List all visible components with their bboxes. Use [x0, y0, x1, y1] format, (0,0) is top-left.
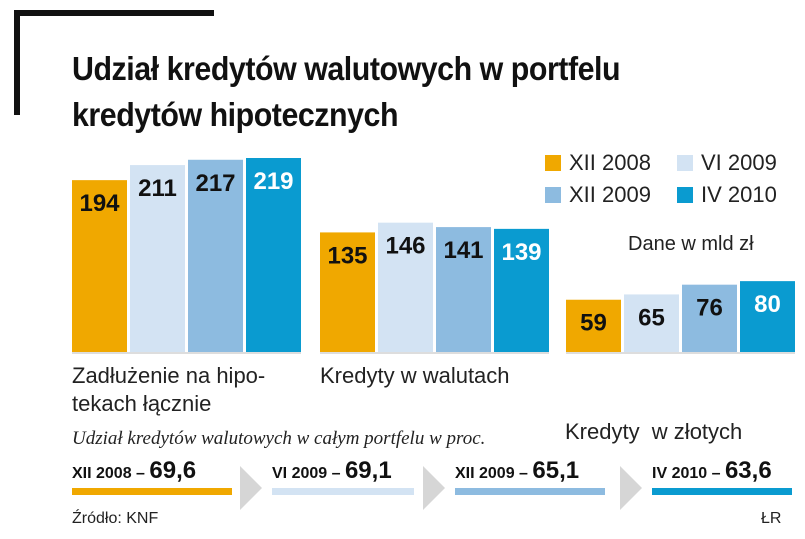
- bar-xii-2009: [188, 159, 243, 352]
- arrow-right-icon: [620, 466, 642, 510]
- bar-iv-2010: [246, 158, 301, 352]
- bar-iv-2010: [740, 281, 795, 352]
- share-text: XII 2008 – 69,6: [72, 457, 196, 485]
- category-label-line: Kredyty w walutach: [320, 363, 510, 388]
- legend-item-xii-2008: XII 2008: [545, 150, 651, 176]
- bar-vi-2009: [378, 222, 433, 352]
- corner-bracket-horizontal: [14, 10, 214, 16]
- share-value: 69,1: [344, 457, 392, 484]
- bar-value-label: 80: [754, 291, 781, 318]
- bar-value-label: 59: [580, 310, 607, 337]
- arrow-right-icon: [423, 466, 445, 510]
- share-bar: [652, 488, 792, 495]
- author-initials: ŁR: [761, 510, 782, 527]
- title-line-1: Udział kredytów walutowych w portfelu: [72, 50, 621, 87]
- bar-value-label: 139: [501, 239, 541, 266]
- category-label-foreign: Kredyty w walutach: [320, 362, 560, 390]
- share-bar: [455, 488, 605, 495]
- category-label-total: Zadłużenie na hipo- tekach łącznie: [72, 362, 312, 418]
- legend-swatch: [677, 187, 693, 203]
- bar-value-label: 211: [138, 175, 177, 202]
- share-label: XII 2009 –: [455, 465, 528, 482]
- legend-item-xii-2009: XII 2009: [545, 182, 651, 208]
- bar-vi-2009: [624, 294, 679, 352]
- bar-value-label: 141: [443, 237, 483, 264]
- share-text: VI 2009 – 69,1: [272, 457, 392, 485]
- arrow-right-icon: [240, 466, 262, 510]
- bar-value-label: 65: [638, 304, 665, 331]
- bar-xii-2008: [320, 232, 375, 352]
- share-value: 69,6: [149, 457, 197, 484]
- bar-xii-2009: [436, 227, 491, 352]
- legend-item-vi-2009: VI 2009: [677, 150, 777, 176]
- source-note: Źródło: KNF: [72, 510, 159, 527]
- legend-label: IV 2010: [701, 182, 777, 207]
- share-value: 63,6: [724, 457, 772, 484]
- share-item-iv-2010: IV 2010 – 63,6: [652, 455, 792, 495]
- share-bar: [72, 488, 232, 495]
- title-line-2: kredytów hipotecznych: [72, 96, 399, 133]
- legend-swatch: [677, 155, 693, 171]
- unit-note: Dane w mld zł: [628, 233, 754, 255]
- legend: XII 2008 VI 2009 XII 2009 IV 2010: [545, 150, 795, 210]
- share-label: XII 2008 –: [72, 465, 145, 482]
- share-text: IV 2010 – 63,6: [652, 457, 772, 485]
- category-label-pln: Kredyty w złotych: [565, 362, 800, 474]
- bar-vi-2009: [130, 165, 185, 352]
- share-text: XII 2009 – 65,1: [455, 457, 579, 485]
- share-item-xii-2009: XII 2009 – 65,1: [455, 455, 605, 495]
- bar-iv-2010: [494, 228, 549, 352]
- legend-label: VI 2009: [701, 150, 777, 175]
- corner-bracket-vertical: [14, 10, 20, 115]
- category-label-line: Zadłużenie na hipo-: [72, 363, 266, 388]
- bar-value-label: 219: [253, 168, 293, 195]
- bar-value-label: 146: [385, 233, 425, 260]
- bar-value-label: 135: [327, 242, 367, 269]
- share-value: 65,1: [532, 457, 580, 484]
- share-item-vi-2009: VI 2009 – 69,1: [272, 455, 414, 495]
- legend-label: XII 2008: [569, 150, 651, 175]
- share-label: IV 2010 –: [652, 465, 721, 482]
- bar-value-label: 194: [79, 190, 120, 217]
- legend-swatch: [545, 187, 561, 203]
- legend-swatch: [545, 155, 561, 171]
- bar-xii-2009: [682, 284, 737, 352]
- bar-xii-2008: [72, 180, 127, 352]
- legend-label: XII 2009: [569, 182, 651, 207]
- chart-title: Udział kredytów walutowych w portfelu kr…: [72, 46, 716, 138]
- share-subtitle: Udział kredytów walutowych w całym portf…: [72, 428, 486, 449]
- share-item-xii-2008: XII 2008 – 69,6: [72, 455, 232, 495]
- share-bar: [272, 488, 414, 495]
- category-label-line: Kredyty w złotych: [565, 419, 743, 444]
- share-label: VI 2009 –: [272, 465, 341, 482]
- bar-value-label: 76: [696, 295, 723, 322]
- category-label-line: tekach łącznie: [72, 391, 212, 416]
- bar-value-label: 217: [195, 170, 235, 197]
- legend-item-iv-2010: IV 2010: [677, 182, 777, 208]
- bar-xii-2008: [566, 299, 621, 352]
